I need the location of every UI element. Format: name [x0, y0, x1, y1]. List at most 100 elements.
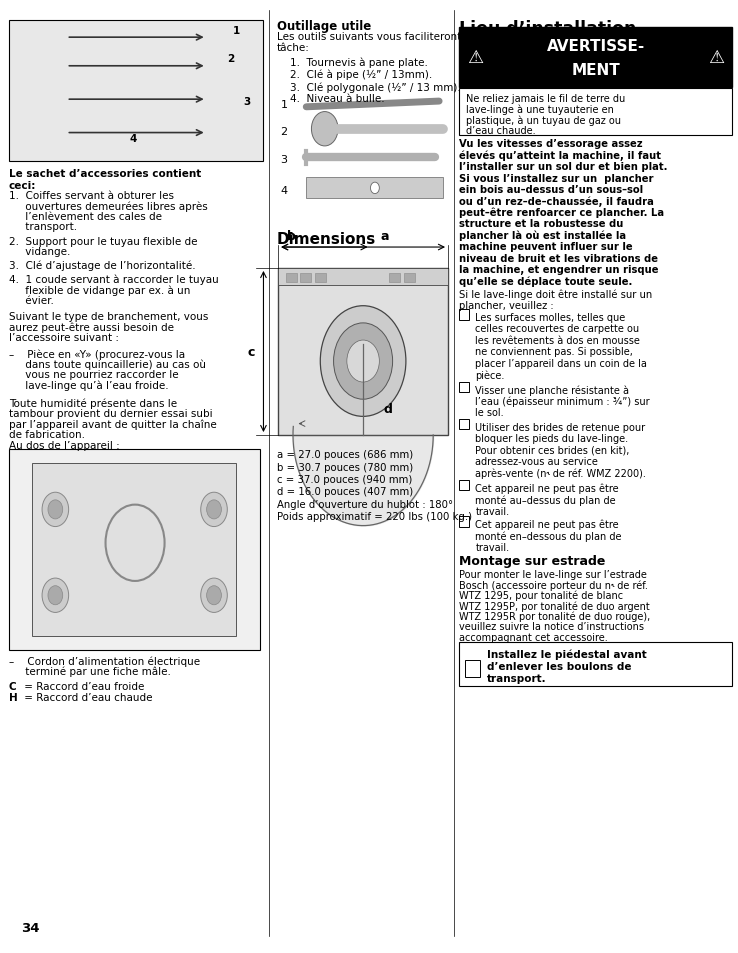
- Text: tâche:: tâche:: [277, 43, 310, 52]
- Text: –    Cordon d’alimentation électrique: – Cordon d’alimentation électrique: [9, 656, 200, 666]
- Text: l’enlèvement des cales de: l’enlèvement des cales de: [9, 212, 162, 221]
- Text: 4.  1 coude servant à raccorder le tuyau: 4. 1 coude servant à raccorder le tuyau: [9, 274, 218, 285]
- Text: 2.  Support pour le tuyau flexible de: 2. Support pour le tuyau flexible de: [9, 236, 197, 246]
- Text: plastique, à un tuyau de gaz ou: plastique, à un tuyau de gaz ou: [466, 115, 621, 126]
- Text: 3.  Clé polygonale (½” / 13 mm).: 3. Clé polygonale (½” / 13 mm).: [277, 82, 461, 92]
- Text: niveau de bruit et les vibrations de: niveau de bruit et les vibrations de: [459, 253, 658, 263]
- Text: 3: 3: [244, 97, 251, 107]
- Text: transport.: transport.: [9, 222, 77, 232]
- Text: transport.: transport.: [487, 674, 547, 683]
- Circle shape: [207, 586, 221, 605]
- Bar: [459, 89, 732, 136]
- Text: plancher là où est installée la: plancher là où est installée la: [459, 231, 626, 241]
- Text: MENT: MENT: [571, 63, 620, 77]
- Text: évier.: évier.: [9, 295, 54, 305]
- Bar: [459, 517, 469, 527]
- Text: vidange.: vidange.: [9, 247, 70, 256]
- Text: d’eau chaude.: d’eau chaude.: [466, 126, 536, 135]
- Text: a = 27.0 pouces (686 mm): a = 27.0 pouces (686 mm): [277, 450, 413, 459]
- Text: AVERTISSE-: AVERTISSE-: [546, 39, 645, 53]
- Text: 1.  Coiffes servant à obturer les: 1. Coiffes servant à obturer les: [9, 191, 174, 200]
- Bar: [459, 419, 469, 430]
- Text: Montage sur estrade: Montage sur estrade: [459, 555, 605, 568]
- Text: Si le lave-linge doit être installé sur un: Si le lave-linge doit être installé sur …: [459, 289, 652, 299]
- Text: ouvertures demeurées libres après: ouvertures demeurées libres après: [9, 201, 207, 212]
- Text: ne conviennent pas. Si possible,: ne conviennent pas. Si possible,: [475, 347, 633, 356]
- Text: aurez peut-être aussi besoin de: aurez peut-être aussi besoin de: [9, 322, 174, 333]
- Text: Au dos de l’appareil :: Au dos de l’appareil :: [9, 440, 120, 450]
- Text: b: b: [287, 230, 296, 243]
- Text: 2: 2: [280, 127, 288, 136]
- Bar: [315, 274, 326, 283]
- Text: l’installer sur un sol dur et bien plat.: l’installer sur un sol dur et bien plat.: [459, 162, 668, 172]
- Bar: [459, 310, 469, 320]
- Bar: [278, 269, 448, 436]
- Text: d: d: [384, 402, 393, 416]
- Text: 2.  Clé à pipe (½” / 13mm).: 2. Clé à pipe (½” / 13mm).: [277, 70, 432, 80]
- Text: Si vous l’installez sur un  plancher: Si vous l’installez sur un plancher: [459, 173, 654, 183]
- Text: 3: 3: [280, 155, 287, 165]
- Text: = Raccord d’eau froide: = Raccord d’eau froide: [21, 681, 145, 691]
- Text: peut–être renfoarcer ce plancher. La: peut–être renfoarcer ce plancher. La: [459, 208, 664, 218]
- Text: le sol.: le sol.: [475, 408, 504, 417]
- Text: ein bois au–dessus d’un sous–sol: ein bois au–dessus d’un sous–sol: [459, 185, 643, 194]
- Text: Angle d’ouverture du hublot : 180°: Angle d’ouverture du hublot : 180°: [277, 499, 453, 509]
- Text: Les outils suivants vous faciliteront la: Les outils suivants vous faciliteront la: [277, 32, 474, 42]
- Text: après-vente (n˞ de réf. WMZ 2200).: après-vente (n˞ de réf. WMZ 2200).: [475, 468, 646, 478]
- Circle shape: [320, 307, 406, 417]
- Bar: [278, 269, 448, 286]
- Text: Utiliser des brides de retenue pour: Utiliser des brides de retenue pour: [475, 422, 646, 432]
- Text: c = 37.0 pouces (940 mm): c = 37.0 pouces (940 mm): [277, 475, 412, 484]
- Circle shape: [42, 493, 69, 527]
- Bar: [459, 480, 469, 491]
- Text: flexible de vidange par ex. à un: flexible de vidange par ex. à un: [9, 285, 190, 295]
- Text: vous ne pourriez raccorder le: vous ne pourriez raccorder le: [9, 370, 179, 379]
- Text: Suivant le type de branchement, vous: Suivant le type de branchement, vous: [9, 312, 208, 321]
- Text: machine peuvent influer sur le: machine peuvent influer sur le: [459, 242, 632, 252]
- Text: lave-linge qu’à l’eau froide.: lave-linge qu’à l’eau froide.: [9, 380, 168, 391]
- Text: 1: 1: [232, 26, 240, 35]
- Text: d’enlever les boulons de: d’enlever les boulons de: [487, 661, 632, 671]
- Text: l’accessoire suivant :: l’accessoire suivant :: [9, 333, 119, 342]
- Text: Ne reliez jamais le fil de terre du: Ne reliez jamais le fil de terre du: [466, 94, 626, 104]
- Text: monté en–dessous du plan de: monté en–dessous du plan de: [475, 531, 622, 541]
- Text: structure et la robustesse du: structure et la robustesse du: [459, 219, 624, 229]
- Text: travail.: travail.: [475, 506, 509, 516]
- Text: Bosch (accessoire porteur du n˞ de réf.: Bosch (accessoire porteur du n˞ de réf.: [459, 579, 648, 590]
- Text: 3.  Clé d’ajustage de l’horizontalité.: 3. Clé d’ajustage de l’horizontalité.: [9, 260, 196, 271]
- Text: monté au–dessus du plan de: monté au–dessus du plan de: [475, 495, 616, 505]
- Text: = Raccord d’eau chaude: = Raccord d’eau chaude: [21, 692, 153, 701]
- Text: Installez le piédestal avant: Installez le piédestal avant: [487, 649, 646, 659]
- Text: veuillez suivre la notice d’instructions: veuillez suivre la notice d’instructions: [459, 621, 644, 631]
- Text: c: c: [247, 346, 255, 358]
- Text: celles recouvertes de carpette ou: celles recouvertes de carpette ou: [475, 324, 639, 334]
- Text: qu’elle se déplace toute seule.: qu’elle se déplace toute seule.: [459, 276, 632, 287]
- Text: tambour provient du dernier essai subi: tambour provient du dernier essai subi: [9, 409, 213, 418]
- Text: accompagnant cet accessoire.: accompagnant cet accessoire.: [459, 632, 608, 641]
- Text: Cet appareil ne peut pas être: Cet appareil ne peut pas être: [475, 519, 619, 530]
- Text: bloquer les pieds du lave-linge.: bloquer les pieds du lave-linge.: [475, 434, 628, 443]
- Circle shape: [201, 493, 227, 527]
- Text: les revêtements à dos en mousse: les revêtements à dos en mousse: [475, 335, 640, 345]
- Text: terminé par une fiche mâle.: terminé par une fiche mâle.: [9, 666, 170, 677]
- Text: 34: 34: [21, 921, 39, 934]
- Text: 4.  Niveau à bulle.: 4. Niveau à bulle.: [277, 94, 384, 104]
- Text: de fabrication.: de fabrication.: [9, 430, 85, 439]
- Circle shape: [370, 183, 379, 194]
- Text: Toute humidité présente dans le: Toute humidité présente dans le: [9, 398, 177, 409]
- Bar: [459, 382, 469, 393]
- Text: C: C: [9, 681, 16, 691]
- Bar: [9, 450, 260, 650]
- Text: élevés qu’atteint la machine, il faut: élevés qu’atteint la machine, il faut: [459, 151, 661, 161]
- Text: pièce.: pièce.: [475, 370, 505, 380]
- Text: WTZ 1295P, por tonalité de duo argent: WTZ 1295P, por tonalité de duo argent: [459, 600, 649, 611]
- Text: Cet appareil ne peut pas être: Cet appareil ne peut pas être: [475, 483, 619, 494]
- Text: 1: 1: [280, 100, 287, 110]
- Text: dans toute quincaillerie) au cas où: dans toute quincaillerie) au cas où: [9, 359, 206, 370]
- Text: Poids approximatif = 220 lbs (100 kg.): Poids approximatif = 220 lbs (100 kg.): [277, 512, 472, 521]
- Bar: [465, 660, 480, 678]
- Bar: [9, 21, 263, 162]
- Circle shape: [334, 324, 393, 400]
- Text: WTZ 1295R por tonalité de duo rouge),: WTZ 1295R por tonalité de duo rouge),: [459, 611, 650, 621]
- Bar: [389, 274, 400, 283]
